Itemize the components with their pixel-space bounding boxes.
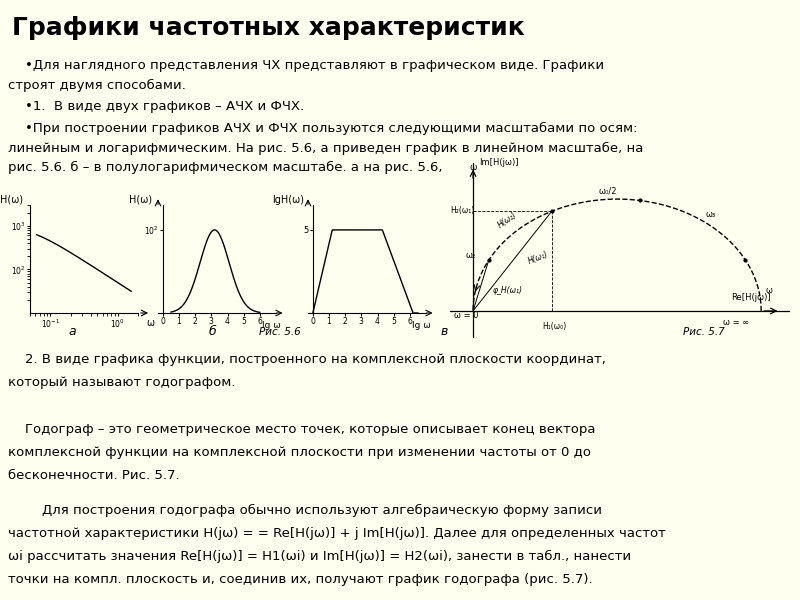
Text: частотной характеристики H(jω) = = Re[H(jω)] + j Im[H(jω)]. Далее для определенн: частотной характеристики H(jω) = = Re[H(… [8, 527, 666, 540]
Text: lg ω: lg ω [262, 321, 281, 330]
Text: Im[H(jω)]: Im[H(jω)] [479, 158, 518, 167]
Text: строят двумя способами.: строят двумя способами. [8, 79, 186, 92]
Text: ωi рассчитать значения Re[H(jω)] = H1(ωi) и Im[H(jω)] = H2(ωi), занести в табл.,: ωi рассчитать значения Re[H(jω)] = H1(ωi… [8, 550, 631, 563]
Text: точки на компл. плоскость и, соединив их, получают график годографа (рис. 5.7).: точки на компл. плоскость и, соединив их… [8, 573, 593, 586]
Text: Рис. 5.6: Рис. 5.6 [259, 327, 301, 337]
Text: Годограф – это геометрическое место точек, которые описывает конец вектора: Годограф – это геометрическое место точе… [8, 422, 595, 436]
Text: •Для наглядного представления ЧХ представляют в графическом виде. Графики: •Для наглядного представления ЧХ предста… [8, 59, 604, 73]
Text: ω₀/2: ω₀/2 [598, 186, 617, 195]
Text: φ_H(ω₁): φ_H(ω₁) [492, 286, 522, 295]
Text: H(ω₂): H(ω₂) [496, 211, 518, 230]
Text: H(ω): H(ω) [129, 195, 152, 205]
Text: 2. В виде графика функции, построенного на комплексной плоскости координат,: 2. В виде графика функции, построенного … [8, 353, 606, 366]
Text: H(ω): H(ω) [0, 195, 23, 205]
Text: а: а [68, 325, 76, 338]
Text: ω = ∞: ω = ∞ [722, 319, 749, 328]
Text: ω: ω [765, 286, 772, 295]
Text: Рис. 5.7: Рис. 5.7 [683, 327, 725, 337]
Text: Re[H(jω)]: Re[H(jω)] [731, 293, 770, 302]
Text: рис. 5.6. б – в полулогарифмическом масштабе. а на рис. 5.6,: рис. 5.6. б – в полулогарифмическом масш… [8, 161, 442, 174]
Text: Для построения годографа обычно используют алгебраическую форму записи: Для построения годографа обычно использу… [8, 504, 602, 517]
Text: lgH(ω): lgH(ω) [273, 195, 305, 205]
Text: ω: ω [470, 163, 477, 172]
Text: ω = 0: ω = 0 [454, 311, 478, 320]
Text: •При построении графиков АЧХ и ФЧХ пользуются следующими масштабами по осям:: •При построении графиков АЧХ и ФЧХ польз… [8, 122, 638, 135]
Text: Графики частотных характеристик: Графики частотных характеристик [12, 16, 525, 40]
Text: который называют годографом.: который называют годографом. [8, 376, 235, 389]
Text: H₁(ω₀): H₁(ω₀) [542, 322, 566, 331]
Text: комплексной функции на комплексной плоскости при изменении частоты от 0 до: комплексной функции на комплексной плоск… [8, 446, 591, 459]
Text: в: в [440, 325, 448, 338]
Text: б: б [208, 325, 216, 338]
Text: линейным и логарифмическим. На рис. 5.6, а приведен график в линейном масштабе, : линейным и логарифмическим. На рис. 5.6,… [8, 142, 643, 155]
Text: lg ω: lg ω [412, 321, 430, 330]
Text: ω₂: ω₂ [466, 251, 476, 260]
Text: H(ω₁): H(ω₁) [527, 250, 550, 266]
Text: ω₃: ω₃ [706, 210, 716, 219]
Text: H₂(ω₁): H₂(ω₁) [450, 206, 474, 215]
Text: бесконечности. Рис. 5.7.: бесконечности. Рис. 5.7. [8, 469, 180, 482]
Text: ω: ω [146, 318, 154, 328]
Text: •1.  В виде двух графиков – АЧХ и ФЧХ.: •1. В виде двух графиков – АЧХ и ФЧХ. [8, 100, 304, 113]
